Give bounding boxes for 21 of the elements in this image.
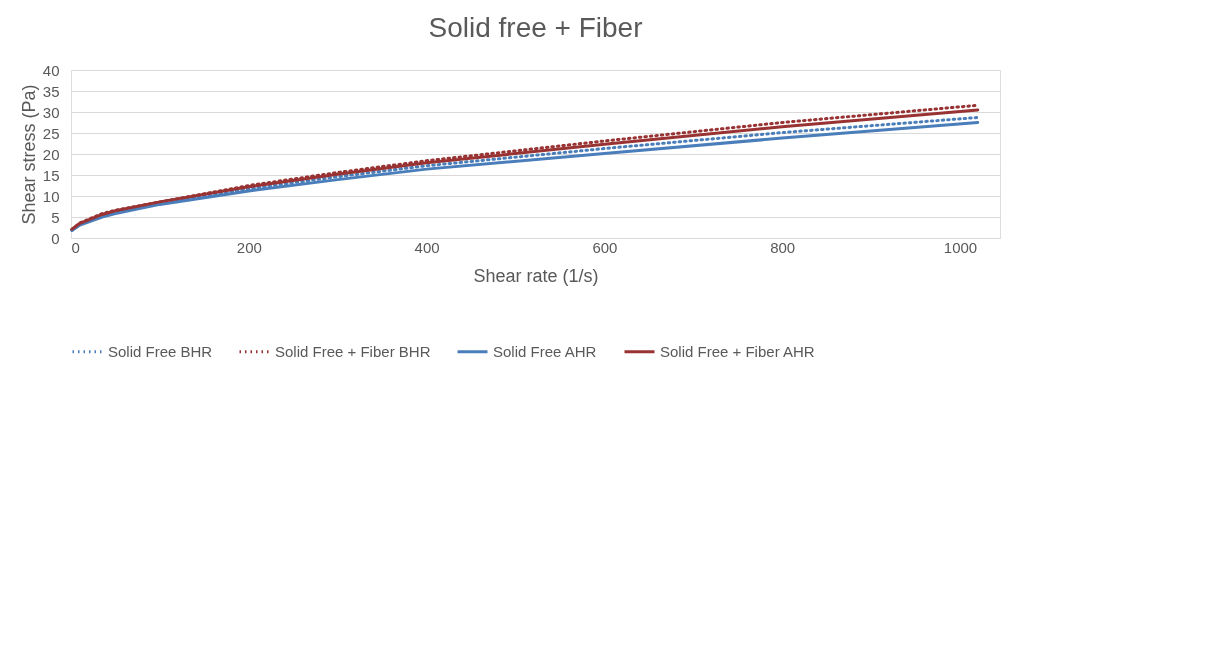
- chart-title: Solid free + Fiber: [428, 12, 643, 43]
- legend-label: Solid Free AHR: [493, 342, 597, 360]
- y-tick-label: 5: [51, 208, 60, 226]
- y-tick-label: 15: [42, 166, 60, 184]
- y-tick-label: 20: [42, 145, 60, 163]
- x-tick-label: 0: [71, 238, 80, 256]
- x-tick-label: 200: [236, 238, 262, 256]
- y-tick-label: 10: [42, 187, 60, 205]
- x-tick-label: 1000: [943, 238, 978, 256]
- y-tick-label: 40: [42, 61, 60, 79]
- legend-label: Solid Free + Fiber BHR: [275, 342, 431, 360]
- x-axis-title: Shear rate (1/s): [473, 265, 599, 286]
- x-tick-label: 600: [592, 238, 618, 256]
- y-tick-label: 25: [42, 124, 60, 142]
- x-tick-label: 400: [414, 238, 440, 256]
- x-tick-label: 800: [770, 238, 796, 256]
- legend-label: Solid Free + Fiber AHR: [660, 342, 815, 360]
- legend-label: Solid Free BHR: [108, 342, 213, 360]
- y-axis-title: Shear stress (Pa): [18, 84, 39, 225]
- y-tick-label: 30: [42, 103, 60, 121]
- y-tick-label: 35: [42, 82, 60, 100]
